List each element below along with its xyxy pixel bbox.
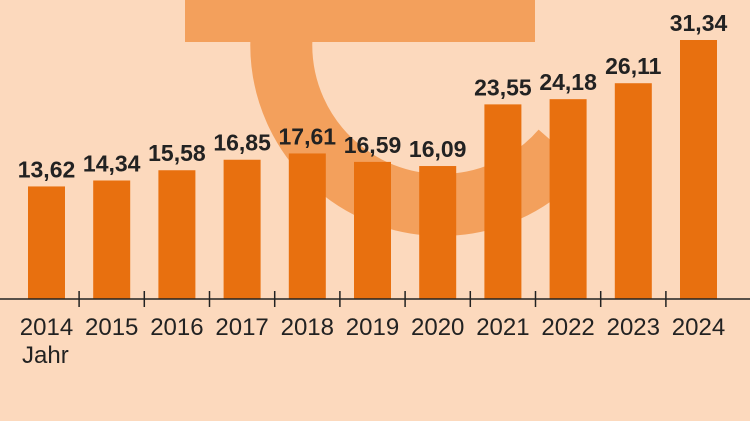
- x-axis-ticks: [78, 291, 667, 307]
- value-label-2021: 23,55: [474, 74, 532, 100]
- value-label-2016: 15,58: [148, 140, 206, 166]
- value-label-2020: 16,09: [409, 136, 467, 162]
- bar-2014: [28, 186, 65, 299]
- tick-label-2014: 2014: [20, 314, 73, 341]
- bar-2021: [484, 104, 522, 299]
- tick-label-2019: 2019: [346, 314, 399, 341]
- tick-label-2024: 2024: [672, 314, 725, 341]
- tick-label-2021: 2021: [476, 314, 529, 341]
- tick-label-2018: 2018: [281, 314, 334, 341]
- value-labels-group: 13,62 14,34 15,58 16,85 17,61 16,59 16,09 23,55…: [18, 10, 728, 182]
- tick-label-2016: 2016: [150, 314, 203, 341]
- tick-label-2015: 2015: [85, 314, 138, 341]
- bar-2018: [288, 153, 326, 299]
- value-label-2023: 26,11: [605, 53, 661, 79]
- tick-label-2022: 2022: [541, 314, 594, 341]
- bar-2016: [158, 170, 196, 299]
- value-label-2022: 24,18: [539, 69, 597, 95]
- bar-2022: [549, 99, 587, 300]
- bar-2017: [223, 159, 261, 299]
- value-label-2014: 13,62: [18, 156, 76, 182]
- tick-label-2023: 2023: [607, 314, 660, 341]
- bar-2023: [614, 83, 652, 299]
- bar-2015: [93, 180, 131, 299]
- value-label-2019: 16,59: [344, 132, 402, 158]
- value-label-2024: 31,34: [670, 10, 728, 36]
- value-label-2015: 14,34: [83, 150, 141, 176]
- bar-2019: [354, 161, 391, 299]
- value-label-2018: 17,61: [279, 123, 337, 149]
- bar-2020: [419, 166, 457, 299]
- bars-group: [28, 40, 717, 300]
- x-axis-tick-labels: 2014 2015 2016 2017 2018 2019 2020 2021 2022 2023…: [20, 314, 725, 341]
- bar-2024: [680, 40, 717, 299]
- tick-label-2020: 2020: [411, 314, 464, 341]
- value-label-2017: 16,85: [213, 130, 271, 156]
- x-axis-title: Jahr: [22, 342, 69, 369]
- tick-label-2017: 2017: [215, 314, 268, 341]
